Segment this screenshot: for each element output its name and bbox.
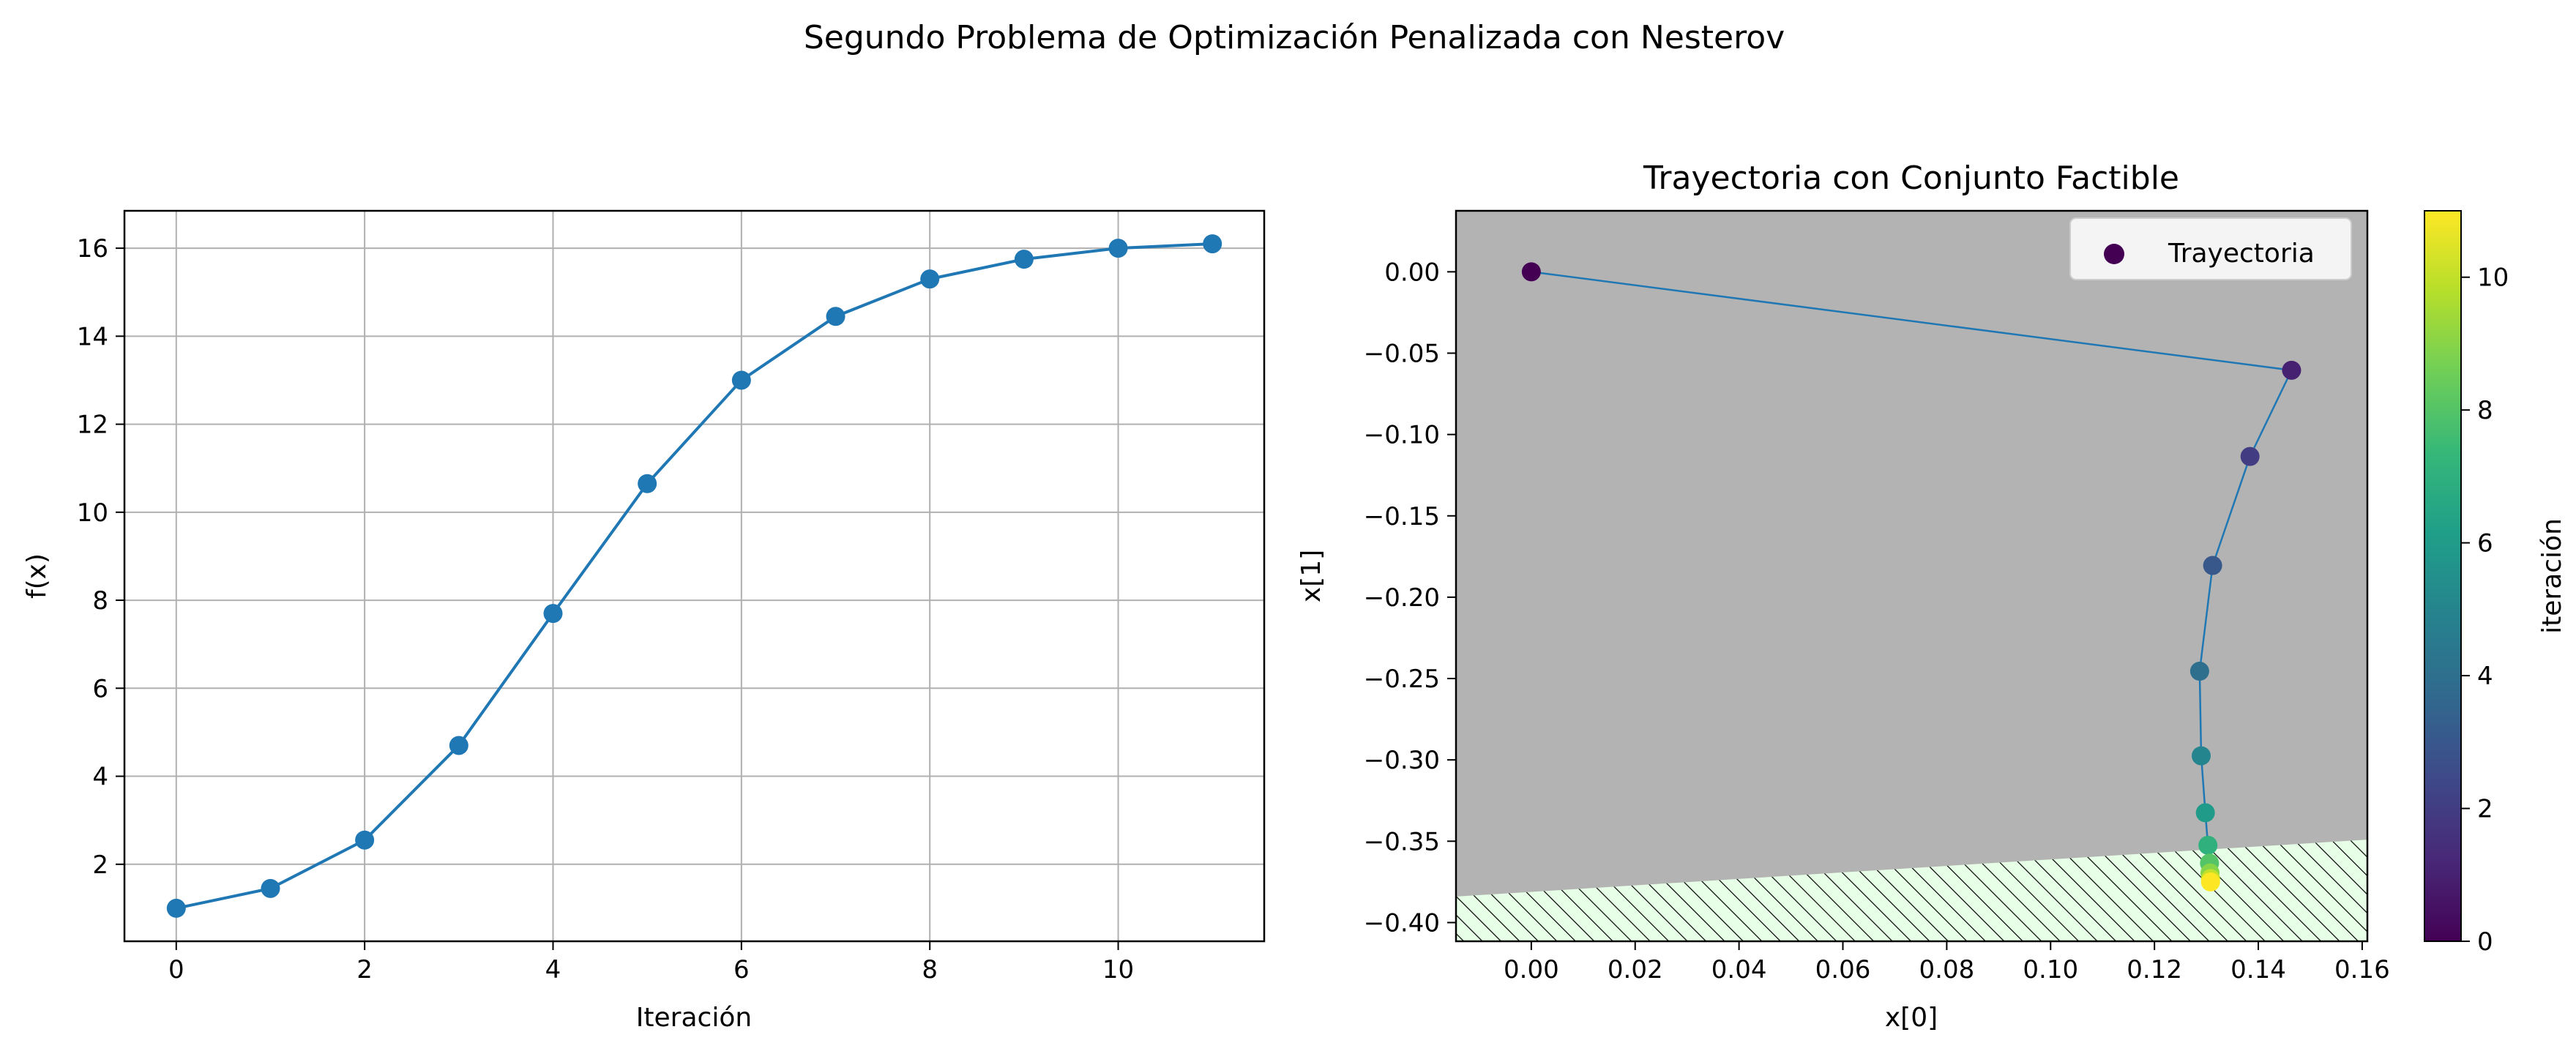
- c1-xtick-label: 2: [356, 955, 373, 984]
- c2-ytick-label: −0.40: [1364, 908, 1440, 938]
- c1-ytick-label: 12: [77, 411, 108, 440]
- c1-ytick-label: 2: [92, 851, 108, 880]
- c2-feasible-hatch: [1456, 840, 2367, 941]
- c1-data-point: [826, 307, 845, 326]
- c2-infeasible-region: [1456, 211, 2367, 941]
- colorbar-ticks: 0 2 4 6 8 10: [2461, 264, 2509, 957]
- c2-xtick-label: 0.04: [1711, 955, 1767, 984]
- c2-trajectory-point: [2203, 556, 2222, 575]
- c1-data-point: [731, 370, 751, 390]
- c2-ytick-label: −0.30: [1364, 746, 1440, 775]
- c1-ytick-label: 10: [77, 498, 108, 528]
- c1-data-point: [261, 878, 280, 898]
- c2-xtick-label: 0.00: [1504, 955, 1559, 984]
- c1-data-point: [543, 604, 563, 624]
- c1-series-line: [176, 242, 1213, 910]
- c2-trajectory-point: [2195, 803, 2215, 823]
- c2-trajectory-point: [2200, 872, 2220, 892]
- trajectory-chart: 0.00 0.02 0.04 0.06 0.08 0.10 0.12 0.14 0.16 0.00…: [1296, 160, 2567, 1033]
- c2-xtick-label: 0.14: [2230, 955, 2286, 984]
- c1-data-point: [638, 474, 657, 493]
- c2-ytick-label: −0.25: [1364, 665, 1440, 694]
- c1-data-point: [166, 898, 186, 918]
- colorbar-tick-label: 10: [2477, 264, 2509, 293]
- c1-data-point: [1014, 250, 1034, 269]
- c1-ytick-label: 4: [92, 763, 108, 792]
- c1-grid: [124, 211, 1264, 941]
- figure-suptitle: Segundo Problema de Optimización Penaliz…: [804, 19, 1785, 56]
- colorbar-fill: [2424, 211, 2461, 941]
- colorbar-tick-label: 8: [2477, 396, 2493, 425]
- c2-xtick-label: 0.02: [1608, 955, 1663, 984]
- c2-trajectory-point: [2189, 662, 2209, 681]
- c2-legend: Trayectoria: [2069, 217, 2352, 280]
- c1-data-point: [1108, 239, 1128, 258]
- c2-title: Trayectoria con Conjunto Factible: [1643, 160, 2179, 197]
- c2-series-layer: [1521, 262, 2301, 892]
- c2-trajectory-point: [2198, 835, 2218, 855]
- c1-ticks: 0 2 4 6 8 10 2 4 6 8 10 12 14 16: [77, 234, 1134, 984]
- c2-xtick-label: 0.16: [2334, 955, 2390, 984]
- c2-trajectory-point: [2282, 360, 2301, 380]
- c2-ytick-label: −0.10: [1364, 421, 1440, 450]
- colorbar-frame: [2424, 210, 2462, 942]
- c1-data-point: [1203, 234, 1222, 254]
- c1-xtick-label: 10: [1102, 955, 1134, 984]
- c2-xlabel: x[0]: [1885, 1003, 1938, 1033]
- c2-trajectory-point: [2191, 746, 2211, 766]
- c1-data-point: [449, 736, 468, 755]
- c2-ticks: 0.00 0.02 0.04 0.06 0.08 0.10 0.12 0.14 0.16 0.00…: [1364, 258, 2390, 984]
- c1-ylabel: f(x): [22, 553, 52, 599]
- c2-trajectory-point: [2240, 446, 2260, 466]
- c1-ytick-label: 14: [77, 322, 108, 351]
- colorbar: 0 2 4 6 8 10 iteración: [2424, 210, 2567, 957]
- c1-data-point: [355, 830, 375, 850]
- c1-ytick-label: 6: [92, 674, 108, 703]
- c1-xtick-label: 0: [168, 955, 184, 984]
- c2-xtick-label: 0.10: [2023, 955, 2078, 984]
- objective-chart: 0 2 4 6 8 10 2 4 6 8 10 12 14 16 Iteración f(x): [22, 209, 1266, 1033]
- c1-xtick-label: 8: [922, 955, 938, 984]
- c2-legend-entry: Trayectoria: [2168, 239, 2315, 269]
- c1-axes-frame: [123, 209, 1266, 943]
- c1-data-point: [920, 269, 940, 289]
- c1-xlabel: Iteración: [636, 1003, 752, 1033]
- c1-ytick-label: 8: [92, 586, 108, 616]
- c1-ytick-label: 16: [77, 234, 108, 264]
- c1-xtick-label: 4: [545, 955, 561, 984]
- c2-ytick-label: −0.05: [1364, 339, 1440, 368]
- c2-legend-box: [2069, 217, 2352, 280]
- c2-legend-marker: [2104, 244, 2124, 264]
- colorbar-tick-label: 6: [2477, 529, 2493, 558]
- c2-ytick-label: −0.15: [1364, 502, 1440, 531]
- colorbar-tick-label: 0: [2477, 927, 2493, 957]
- colorbar-tick-label: 4: [2477, 662, 2493, 691]
- c2-trajectory-point: [1521, 262, 1541, 282]
- c2-xtick-label: 0.08: [1919, 955, 1975, 984]
- c2-ytick-label: 0.00: [1384, 258, 1440, 287]
- c2-xtick-label: 0.12: [2127, 955, 2182, 984]
- colorbar-tick-label: 2: [2477, 795, 2493, 824]
- c1-xtick-label: 6: [733, 955, 750, 984]
- c1-series-layer: [166, 234, 1222, 918]
- colorbar-label: iteración: [2537, 518, 2567, 634]
- c2-ylabel: x[1]: [1296, 550, 1326, 602]
- c2-xtick-label: 0.06: [1815, 955, 1871, 984]
- c2-ytick-label: −0.20: [1364, 583, 1440, 613]
- c2-ytick-label: −0.35: [1364, 827, 1440, 856]
- c2-axes-frame: [1455, 209, 2369, 943]
